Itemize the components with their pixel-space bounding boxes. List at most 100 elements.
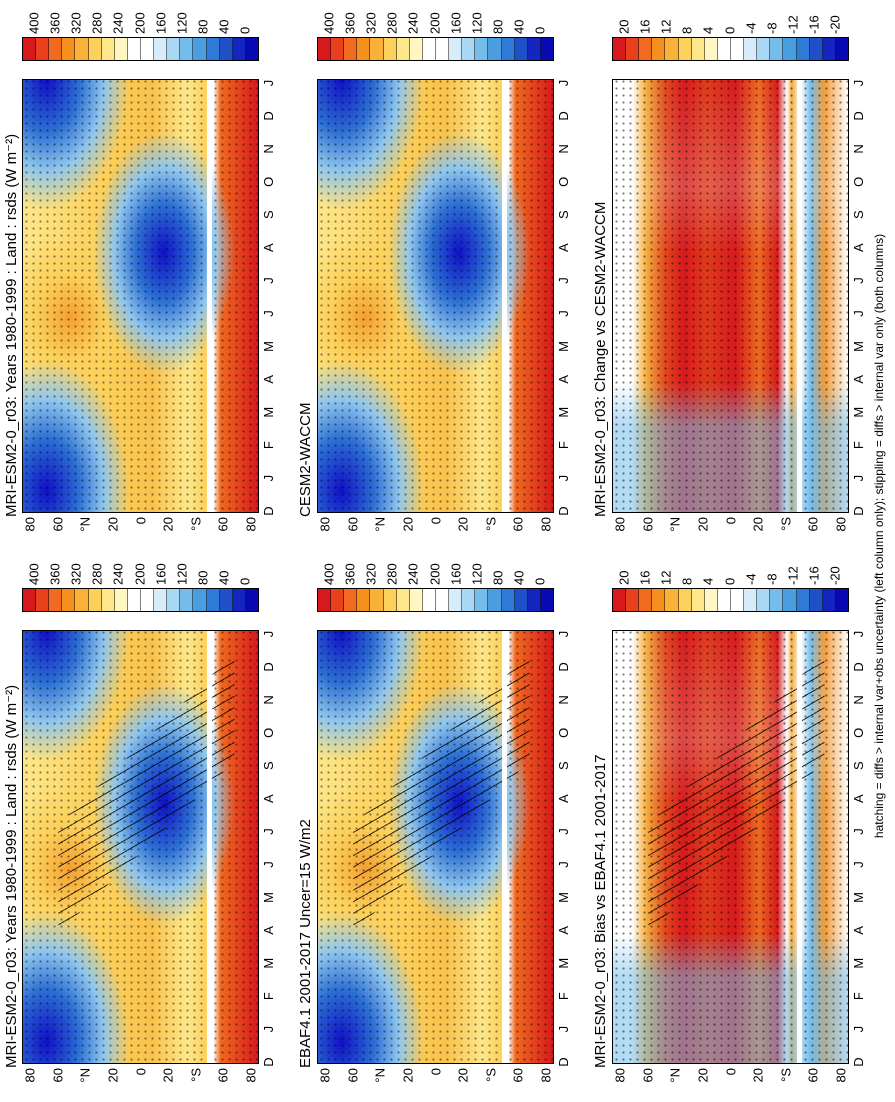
colorbar-swatch	[219, 589, 233, 611]
lat-tick-label: 80	[833, 517, 849, 532]
colorbar-tick-label: 120	[469, 12, 485, 34]
colorbar-swatch	[475, 589, 489, 611]
panel-model: MRI-ESM2-0_r03: Years 1980-1999 : Land :…	[0, 551, 295, 1102]
heatmap-field	[613, 631, 848, 1063]
colorbar-swatch	[822, 589, 836, 611]
colorbar-swatch	[140, 38, 155, 60]
month-tick-label: S	[851, 210, 866, 220]
colorbar-swatch	[717, 38, 731, 60]
colorbar-swatch	[613, 38, 627, 60]
colorbar-swatch	[357, 38, 371, 60]
month-tick-label: N	[261, 695, 276, 705]
lat-tick-label: 80	[317, 517, 333, 532]
panel-bias: MRI-ESM2-0_r03: Bias vs EBAF4.1 2001-201…	[590, 551, 885, 1102]
colorbar-tick-label: 120	[174, 563, 190, 585]
missing-data-band	[502, 80, 508, 512]
colorbar-tick-label: 120	[174, 12, 190, 34]
colorbar-swatch	[127, 589, 141, 611]
colorbar-swatch	[757, 589, 771, 611]
colorbar-swatch	[383, 38, 397, 60]
hovmoller-plot	[612, 79, 849, 513]
colorbar-swatch	[422, 38, 436, 60]
colorbar-tick-label: -8	[764, 573, 780, 585]
colorbar-tick-label: 320	[68, 563, 84, 585]
colorbar-swatch	[219, 38, 233, 60]
colorbar-swatch	[114, 38, 128, 60]
heatmap-field	[318, 631, 553, 1063]
month-tick-label: M	[261, 891, 276, 903]
month-tick-label: J	[261, 79, 276, 87]
colorbar-swatch	[704, 589, 718, 611]
month-tick-label: J	[261, 277, 276, 284]
panel-title: MRI-ESM2-0_r03: Years 1980-1999 : Land :…	[3, 684, 20, 1068]
colorbar-swatch	[318, 38, 332, 60]
colorbar-tick-label: 0	[532, 577, 548, 585]
colorbar-swatch	[678, 589, 692, 611]
colorbar-tick-label: 80	[195, 19, 211, 34]
month-tick-label: D	[851, 1057, 866, 1067]
colorbar-swatch	[757, 38, 771, 60]
lat-tick-label: 60	[805, 517, 821, 532]
colorbar-swatch	[206, 589, 220, 611]
colorbar-swatch	[318, 589, 332, 611]
colorbar-swatch	[514, 38, 528, 60]
colorbar-tick-label: 200	[132, 563, 147, 585]
colorbar-swatch	[232, 589, 246, 611]
panel-title: CESM2-WACCM	[297, 402, 314, 517]
colorbar-tick-label: -20	[827, 15, 843, 34]
colorbar-swatch	[462, 38, 476, 60]
colorbar-tick-label: 360	[47, 563, 63, 585]
colorbar-swatch	[36, 38, 50, 60]
heatmap-field	[318, 80, 553, 512]
colorbar	[317, 588, 554, 612]
colorbar-swatch	[835, 589, 848, 611]
colorbar-tick-label: 400	[26, 563, 42, 585]
month-tick-label: A	[851, 374, 866, 384]
month-tick-label: D	[261, 1057, 276, 1067]
month-tick-label: M	[556, 340, 571, 352]
month-tick-label: J	[556, 861, 571, 868]
colorbar-tick-label: 400	[321, 563, 337, 585]
month-tick-label: M	[261, 957, 276, 969]
colorbar-tick-label: 360	[47, 12, 63, 34]
colorbar-tick-label: 200	[427, 12, 442, 34]
month-tick-label: N	[261, 144, 276, 154]
colorbar-swatch	[639, 38, 653, 60]
colorbar-swatch	[396, 589, 410, 611]
lat-tick-label: °S	[188, 1068, 204, 1082]
colorbar-tick-label: 200	[132, 12, 147, 34]
colorbar-swatch	[744, 38, 758, 60]
colorbar-swatch	[344, 589, 358, 611]
colorbar-swatch	[540, 589, 553, 611]
lat-tick-label: °N	[667, 1068, 683, 1083]
month-tick-label: D	[261, 506, 276, 516]
panel-change: MRI-ESM2-0_r03: Change vs CESM2-WACCM 80 6…	[590, 0, 885, 551]
colorbar-tick-label: -20	[827, 566, 843, 585]
colorbar-swatch	[783, 38, 797, 60]
colorbar-swatch	[540, 38, 553, 60]
month-tick-label: O	[851, 727, 866, 738]
colorbar-swatch	[370, 38, 384, 60]
month-tick-label: J	[851, 474, 866, 482]
month-tick-label: D	[851, 662, 866, 672]
colorbar-swatch	[665, 589, 679, 611]
month-tick-label: N	[851, 695, 866, 705]
month-tick-label: J	[556, 310, 571, 317]
lat-tick-label: 80	[22, 517, 38, 532]
month-tick-label: O	[556, 176, 571, 187]
colorbar-tick-label: 320	[363, 563, 379, 585]
colorbar-swatch	[691, 589, 705, 611]
month-tick-label: O	[556, 727, 571, 738]
colorbar-tick-label: -12	[785, 566, 801, 585]
colorbar-tick-label: 4	[700, 577, 716, 585]
colorbar-swatch	[370, 589, 384, 611]
colorbar-swatch	[193, 589, 207, 611]
lat-tick-label: 80	[243, 1068, 259, 1083]
colorbar-swatch	[449, 38, 463, 60]
colorbar-swatch	[23, 589, 37, 611]
month-tick-label: J	[851, 630, 866, 638]
colorbar-swatch	[409, 589, 423, 611]
month-tick-label: N	[851, 144, 866, 154]
colorbar-swatch	[796, 38, 810, 60]
lat-tick-label: °N	[77, 1068, 93, 1083]
